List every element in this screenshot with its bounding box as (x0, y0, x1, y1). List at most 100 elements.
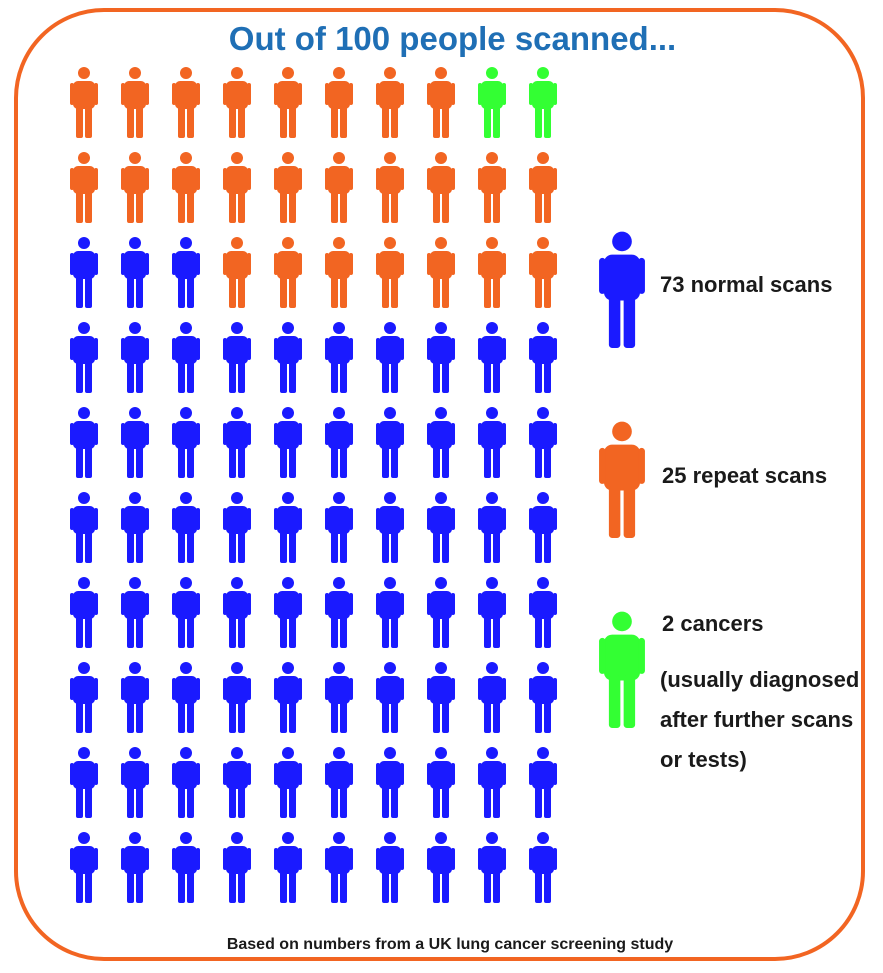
person-icon-normal (274, 322, 302, 393)
person-icon-repeat (478, 237, 506, 308)
person-icon-normal (70, 492, 98, 563)
person-icon-normal (325, 577, 353, 648)
legend-label-cancer: 2 cancers (662, 611, 764, 636)
person-icon-normal (376, 577, 404, 648)
person-icon-normal (325, 747, 353, 818)
person-icon-normal (70, 577, 98, 648)
person-icon-repeat (70, 67, 98, 138)
person-icon-normal (223, 407, 251, 478)
person-icon-normal (376, 407, 404, 478)
legend-label-repeat: 25 repeat scans (662, 463, 828, 488)
person-icon-normal (427, 407, 455, 478)
person-icon-normal (172, 492, 200, 563)
person-icon-normal (478, 492, 506, 563)
legend-note-cancer: (usually diagnosed after further scans o… (660, 667, 860, 772)
person-icon-normal (427, 747, 455, 818)
person-icon-normal (274, 492, 302, 563)
person-icon-repeat (427, 152, 455, 223)
person-icon-repeat (376, 67, 404, 138)
person-icon-normal (325, 492, 353, 563)
person-icon-normal (478, 747, 506, 818)
person-icon-normal (121, 492, 149, 563)
person-icon-repeat (172, 67, 200, 138)
person-icon-normal (529, 747, 557, 818)
person-icon-normal (223, 322, 251, 393)
person-icon-repeat (325, 67, 353, 138)
person-icon-normal (325, 322, 353, 393)
person-icon-normal (172, 407, 200, 478)
person-icon-normal (427, 577, 455, 648)
person-icon-repeat (376, 152, 404, 223)
person-icon-normal (274, 577, 302, 648)
person-icon-normal (121, 577, 149, 648)
person-icon-normal (325, 662, 353, 733)
person-icon-normal (427, 662, 455, 733)
person-icon-normal (121, 407, 149, 478)
person-icon-normal (172, 237, 200, 308)
person-icon-normal (70, 237, 98, 308)
legend-icon-cancer (599, 611, 645, 728)
person-icon-normal (529, 492, 557, 563)
person-icon-normal (121, 237, 149, 308)
person-icon-normal (172, 747, 200, 818)
person-icon-normal (529, 407, 557, 478)
person-icon-normal (223, 832, 251, 903)
person-icon-normal (529, 662, 557, 733)
person-icon-normal (70, 747, 98, 818)
legend-label-normal: 73 normal scans (660, 272, 833, 297)
person-icon-normal (427, 832, 455, 903)
footer-note: Based on numbers from a UK lung cancer s… (226, 936, 674, 953)
legend-icon-normal (599, 231, 645, 348)
person-icon-normal (121, 832, 149, 903)
person-icon-repeat (274, 152, 302, 223)
legend-icon-repeat (599, 421, 645, 538)
person-icon-normal (121, 747, 149, 818)
person-icon-normal (172, 322, 200, 393)
person-icon-normal (478, 322, 506, 393)
person-icon-normal (274, 832, 302, 903)
person-icon-normal (478, 662, 506, 733)
person-icon-repeat (223, 237, 251, 308)
person-icon-normal (172, 832, 200, 903)
person-icon-normal (121, 662, 149, 733)
person-icon-normal (172, 662, 200, 733)
person-icon-repeat (325, 152, 353, 223)
pictograph-grid (70, 67, 557, 903)
person-icon-repeat (529, 237, 557, 308)
person-icon-normal (529, 577, 557, 648)
person-icon-normal (529, 322, 557, 393)
person-icon-repeat (427, 67, 455, 138)
person-icon-normal (529, 832, 557, 903)
person-icon-normal (223, 662, 251, 733)
person-icon-normal (274, 407, 302, 478)
person-icon-normal (172, 577, 200, 648)
person-icon-normal (478, 407, 506, 478)
person-icon-normal (325, 832, 353, 903)
person-icon-normal (376, 492, 404, 563)
person-icon-normal (121, 322, 149, 393)
person-icon-normal (70, 407, 98, 478)
person-icon-normal (427, 322, 455, 393)
person-icon-cancer (529, 67, 557, 138)
person-icon-normal (376, 322, 404, 393)
person-icon-normal (376, 662, 404, 733)
person-icon-repeat (121, 67, 149, 138)
chart-title: Out of 100 people scanned... (228, 20, 677, 57)
person-icon-normal (478, 832, 506, 903)
person-icon-normal (70, 832, 98, 903)
person-icon-normal (376, 832, 404, 903)
person-icon-repeat (274, 237, 302, 308)
person-icon-normal (223, 577, 251, 648)
person-icon-repeat (223, 152, 251, 223)
person-icon-repeat (121, 152, 149, 223)
person-icon-repeat (274, 67, 302, 138)
person-icon-normal (70, 322, 98, 393)
person-icon-normal (70, 662, 98, 733)
person-icon-normal (274, 662, 302, 733)
person-icon-cancer (478, 67, 506, 138)
person-icon-repeat (376, 237, 404, 308)
person-icon-repeat (223, 67, 251, 138)
person-icon-normal (427, 492, 455, 563)
person-icon-repeat (172, 152, 200, 223)
person-icon-normal (325, 407, 353, 478)
